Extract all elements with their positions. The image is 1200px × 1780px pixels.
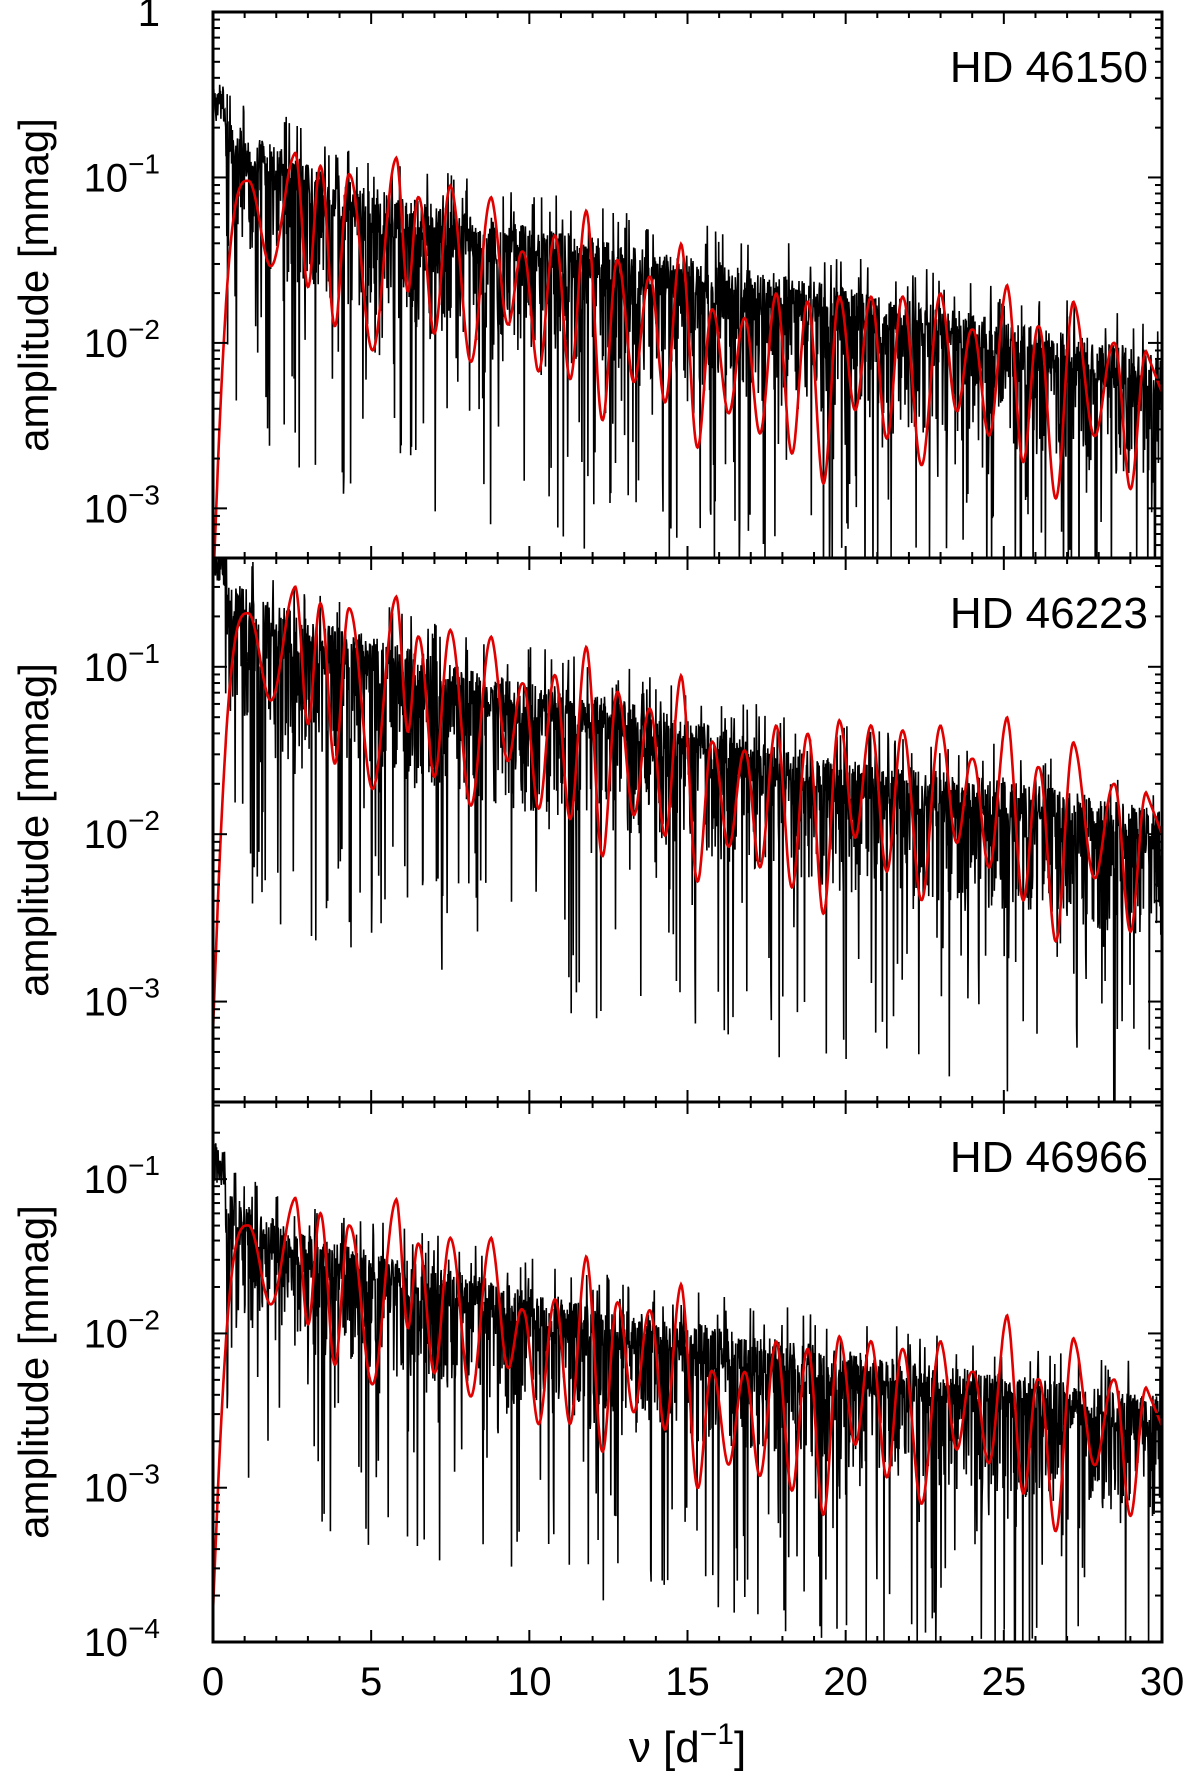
model-spectral-window-line [213,585,1162,1032]
x-tick-label: 5 [360,1660,382,1704]
x-tick-label: 10 [507,1660,552,1704]
y-tick-label: 10−2 [84,314,160,366]
x-tick-label: 20 [823,1660,868,1704]
x-axis-label-main: ν [d [629,1723,700,1772]
y-tick-label-exponent: −2 [128,314,160,345]
y-tick-label-base: 10 [84,1312,129,1356]
y-ticks [213,565,1162,1091]
plot-area [213,1143,1162,1642]
y-tick-label-base: 10 [84,487,129,531]
y-tick-label-exponent: −2 [128,1304,160,1335]
observed-periodogram-line [213,81,1162,558]
y-tick-label: 10−3 [84,973,160,1025]
x-axis-label-exponent: −1 [700,1718,734,1751]
y-tick-label-base: 10 [84,646,129,690]
model-spectral-window-line [213,1196,1162,1612]
y-ticks [213,1104,1162,1643]
x-axis-label-end: ] [734,1723,746,1772]
y-tick-label-base: 10 [84,1621,129,1665]
x-tick-label: 25 [982,1660,1027,1704]
x-tick-label: 0 [202,1660,224,1704]
y-tick-label-base: 10 [84,1467,129,1511]
y-tick-label-exponent: −4 [128,1613,160,1644]
model-spectral-window-line [213,151,1162,558]
y-tick-label: 10−2 [84,805,160,857]
panel-title: HD 46966 [950,1133,1148,1182]
y-tick-label-exponent: −1 [128,1150,160,1181]
y-tick-label-exponent: −3 [128,1459,160,1490]
y-tick-label-base: 10 [84,981,129,1025]
y-tick-label: 10−3 [84,479,160,531]
y-tick-label-exponent: −1 [128,638,160,669]
y-tick-label: 10−3 [84,1459,160,1511]
y-tick-label: 10−1 [84,148,160,200]
y-tick-label-exponent: −2 [128,805,160,836]
plot-area [213,558,1162,1102]
observed-periodogram-line [213,1143,1162,1642]
y-tick-label: 10−4 [84,1613,160,1665]
y-tick-label-base: 10 [84,322,129,366]
y-axis-label: amplitude [mmag] [10,1205,57,1539]
y-tick-label-base: 10 [84,156,129,200]
panel-title: HD 46150 [950,43,1148,92]
y-axis-label: amplitude [mmag] [10,118,57,452]
plot-area [213,81,1162,558]
y-tick-label-base: 10 [84,1158,129,1202]
y-tick-label: 10−1 [84,638,160,690]
y-tick-label-base: 10 [84,813,129,857]
y-tick-label: 10−2 [84,1304,160,1356]
y-ticks [213,11,1162,547]
x-ticks [212,1102,1163,1642]
y-tick-label-exponent: −3 [128,479,160,510]
y-tick-label-exponent: −3 [128,973,160,1004]
x-tick-label: 15 [665,1660,710,1704]
panel-title: HD 46223 [950,589,1148,638]
y-tick-label: 10−1 [84,1150,160,1202]
y-tick-label: 1 [138,0,160,35]
y-tick-label-exponent: −1 [128,148,160,179]
y-axis-label: amplitude [mmag] [10,663,57,997]
y-tick-label-base: 1 [138,0,160,35]
x-tick-label: 30 [1140,1660,1185,1704]
x-tick-labels: 0 5 10 15 20 25 30 [202,1660,1184,1704]
x-ticks [212,12,1163,558]
x-axis-label: ν [d−1] [629,1718,746,1772]
